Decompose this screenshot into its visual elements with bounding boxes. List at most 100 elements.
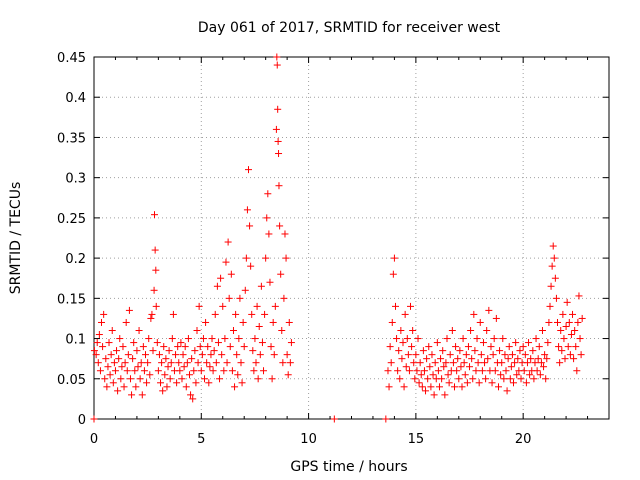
- data-point: [479, 339, 487, 347]
- data-point: [402, 363, 410, 371]
- data-point: [556, 359, 564, 367]
- data-point: [559, 310, 567, 318]
- data-point: [414, 335, 422, 343]
- data-point: [267, 343, 275, 351]
- data-point: [481, 359, 489, 367]
- data-point: [517, 375, 525, 383]
- data-point: [487, 343, 495, 351]
- data-point: [462, 351, 470, 359]
- data-point: [477, 351, 485, 359]
- data-point: [169, 310, 177, 318]
- data-point: [474, 359, 482, 367]
- data-point: [119, 343, 127, 351]
- data-point: [251, 335, 259, 343]
- data-point: [149, 347, 157, 355]
- data-point: [508, 351, 516, 359]
- data-point: [210, 347, 218, 355]
- data-point: [271, 302, 279, 310]
- data-point: [114, 387, 122, 395]
- data-point: [96, 367, 104, 375]
- data-point: [163, 383, 171, 391]
- x-tick-label: 5: [197, 432, 205, 447]
- data-point: [571, 327, 579, 335]
- data-point: [268, 375, 276, 383]
- data-point: [549, 242, 557, 250]
- data-point: [129, 355, 137, 363]
- data-point: [203, 359, 211, 367]
- data-point: [243, 206, 251, 214]
- data-point: [428, 351, 436, 359]
- data-point: [279, 359, 287, 367]
- data-point: [448, 327, 456, 335]
- data-point: [198, 351, 206, 359]
- data-point: [216, 375, 224, 383]
- data-point: [533, 367, 541, 375]
- y-axis-label: SRMTID / TECUs: [8, 182, 24, 295]
- data-point: [122, 318, 130, 326]
- data-point: [470, 310, 478, 318]
- data-point: [567, 331, 575, 339]
- data-point: [384, 367, 392, 375]
- data-point: [179, 351, 187, 359]
- data-point: [275, 150, 283, 158]
- data-point: [130, 339, 138, 347]
- data-point: [530, 375, 538, 383]
- data-point: [407, 302, 415, 310]
- data-point: [478, 367, 486, 375]
- data-point: [273, 61, 281, 69]
- data-point: [552, 294, 560, 302]
- data-point: [185, 371, 193, 379]
- data-point: [511, 359, 519, 367]
- data-point: [506, 375, 514, 383]
- data-point: [252, 359, 260, 367]
- data-point: [563, 298, 571, 306]
- data-point: [411, 375, 419, 383]
- data-point: [220, 367, 228, 375]
- data-point: [471, 347, 479, 355]
- data-point: [457, 363, 465, 371]
- data-point: [178, 375, 186, 383]
- data-point: [541, 351, 549, 359]
- data-point: [227, 270, 235, 278]
- data-point: [419, 347, 427, 355]
- y-tick-label: 0.05: [57, 373, 86, 388]
- data-point: [275, 182, 283, 190]
- data-points: [90, 53, 586, 423]
- data-point: [174, 343, 182, 351]
- data-point: [516, 347, 524, 355]
- data-point: [557, 327, 565, 335]
- data-point: [527, 355, 535, 363]
- data-point: [195, 302, 203, 310]
- data-point: [385, 383, 393, 391]
- data-point: [397, 327, 405, 335]
- data-point: [108, 327, 116, 335]
- data-point: [431, 359, 439, 367]
- data-point: [99, 343, 107, 351]
- data-point: [467, 327, 475, 335]
- data-point: [459, 335, 467, 343]
- data-point: [102, 355, 110, 363]
- data-point: [422, 387, 430, 395]
- data-point: [270, 351, 278, 359]
- data-point: [151, 211, 159, 219]
- data-point: [484, 355, 492, 363]
- data-point: [206, 363, 214, 371]
- data-point: [458, 383, 466, 391]
- data-point: [544, 339, 552, 347]
- data-point: [502, 367, 510, 375]
- data-point: [175, 359, 183, 367]
- data-point: [224, 238, 232, 246]
- data-point: [576, 335, 584, 343]
- data-point: [155, 351, 163, 359]
- data-point: [148, 310, 156, 318]
- data-point: [514, 355, 522, 363]
- data-point: [95, 331, 103, 339]
- data-point: [500, 375, 508, 383]
- data-point: [197, 367, 205, 375]
- data-point: [254, 375, 262, 383]
- data-point: [520, 367, 528, 375]
- data-point: [420, 367, 428, 375]
- data-point: [228, 367, 236, 375]
- data-point: [234, 371, 242, 379]
